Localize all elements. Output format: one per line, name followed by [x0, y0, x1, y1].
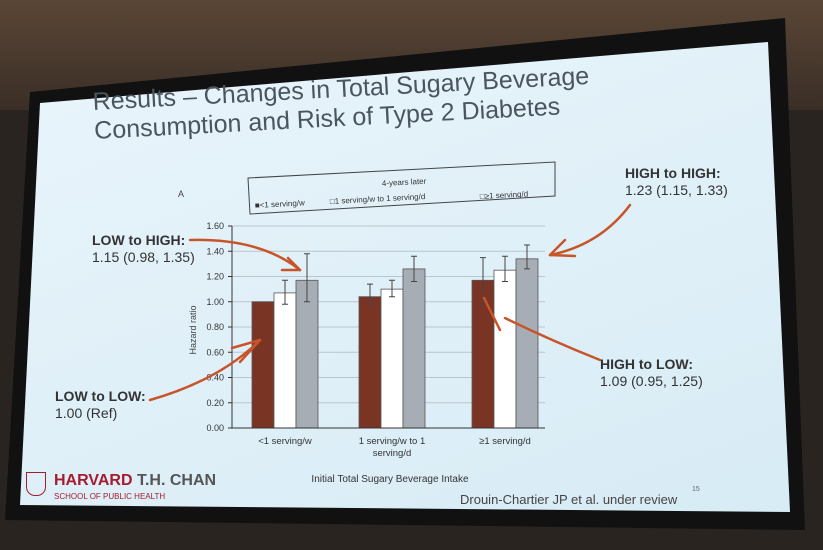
error-bar [389, 279, 395, 298]
annotation-low-to-low: LOW to LOW: 1.00 (Ref) [55, 388, 146, 422]
y-tick-label: 0.80 [206, 322, 224, 332]
citation: Drouin-Chartier JP et al. under review [460, 492, 678, 507]
annotation-label: LOW to LOW: [55, 388, 146, 404]
error-bar [502, 255, 508, 283]
annotation-label: HIGH to HIGH: [625, 165, 721, 181]
legend-item-2: □1 serving/w to 1 serving/d [330, 192, 426, 206]
bar-1-2 [358, 296, 382, 429]
legend-item-1: ■<1 serving/w [255, 198, 306, 210]
bar-2-2 [380, 288, 404, 429]
panel-label: A [178, 189, 184, 199]
bar-2-3 [493, 269, 517, 429]
x-tick-label: serving/d [373, 448, 412, 459]
annotation-value: 1.00 (Ref) [55, 405, 118, 421]
y-tick-label: 1.20 [206, 272, 224, 282]
annotation-value: 1.09 (0.95, 1.25) [600, 373, 703, 389]
error-bar [480, 257, 486, 305]
y-axis-label: Hazard ratio [188, 305, 198, 354]
y-tick-label: 0.20 [206, 398, 224, 408]
logo-name-1: HARVARD [54, 472, 133, 489]
x-tick-label: <1 serving/w [258, 436, 312, 447]
legend-title: 4-years later [382, 177, 427, 188]
annotation-arrows [148, 203, 632, 402]
y-tick-label: 1.60 [206, 221, 224, 231]
y-tick-label: 1.00 [206, 297, 224, 307]
error-bar [411, 255, 417, 283]
y-tick-label: 1.40 [206, 246, 224, 256]
annotation-value: 1.23 (1.15, 1.33) [625, 182, 728, 198]
legend: 4-years later ■<1 serving/w □1 serving/w… [247, 161, 556, 215]
x-axis-label: Initial Total Sugary Beverage Intake [311, 474, 469, 485]
error-bar [304, 253, 310, 303]
arrow-high-to-low [503, 316, 602, 362]
annotation-high-to-low: HIGH to LOW: 1.09 (0.95, 1.25) [600, 356, 703, 390]
arrow-low-to-low [148, 338, 262, 402]
bar-3-3 [515, 258, 539, 429]
legend-item-3: □≥1 serving/d [480, 189, 529, 201]
shield-icon [26, 472, 46, 496]
error-bar [282, 279, 288, 305]
bar-3-2 [402, 268, 426, 429]
arrow-low-to-high [188, 238, 302, 272]
y-tick-label: 0.60 [206, 347, 224, 357]
logo-subtitle: SCHOOL OF PUBLIC HEALTH [54, 492, 166, 501]
y-tick-label: 0.40 [206, 373, 224, 383]
bar-3-1 [295, 279, 319, 429]
annotation-label: LOW to HIGH: [92, 232, 186, 248]
arrow-high-to-high [548, 203, 632, 257]
error-bar [524, 244, 530, 270]
bar-1-1 [251, 301, 275, 429]
y-tick-label: 0.00 [206, 423, 224, 433]
error-bar [367, 283, 373, 305]
bar-2-1 [273, 292, 297, 429]
x-tick-label: ≥1 serving/d [479, 436, 531, 447]
annotation-value: 1.15 (0.98, 1.35) [92, 249, 195, 265]
x-tick-label: 1 serving/w to 1 [359, 436, 426, 447]
annotation-label: HIGH to LOW: [600, 356, 694, 372]
logo-name-2: T.H. CHAN [136, 472, 217, 489]
logo-name: HARVARD T.H. CHAN [54, 472, 216, 490]
annotation-high-to-high: HIGH to HIGH: 1.23 (1.15, 1.33) [625, 165, 728, 199]
annotation-low-to-high: LOW to HIGH: 1.15 (0.98, 1.35) [92, 232, 195, 266]
page-number: 15 [692, 486, 700, 493]
